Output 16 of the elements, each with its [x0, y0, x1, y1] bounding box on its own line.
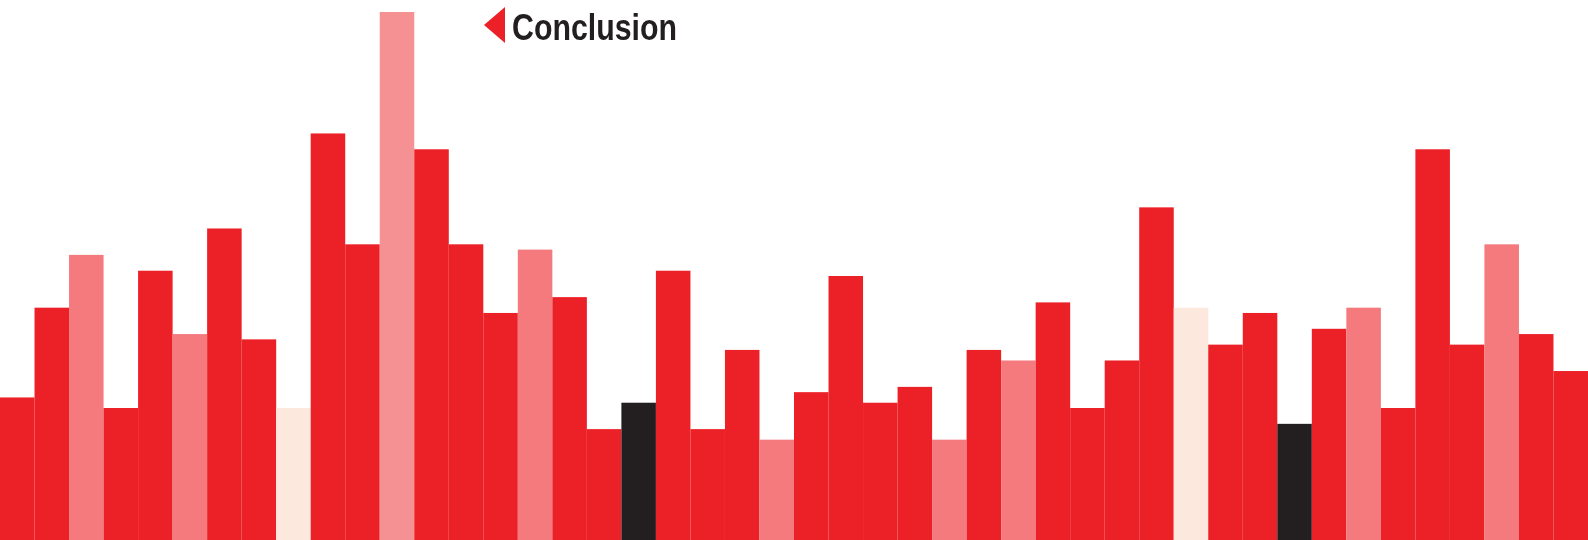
bar [1173, 307, 1209, 540]
bar [966, 349, 1002, 540]
bar [621, 402, 656, 540]
bar [69, 254, 104, 540]
bar [379, 12, 415, 540]
bar [1346, 307, 1381, 540]
bar [1484, 244, 1519, 540]
bar [1311, 328, 1347, 540]
bar [1001, 360, 1036, 540]
chart-title: Conclusion [512, 7, 708, 48]
bar [517, 249, 553, 540]
bar [172, 334, 208, 540]
bar [276, 408, 311, 540]
bar [932, 439, 967, 540]
bar [1277, 423, 1312, 540]
bar [759, 439, 794, 540]
